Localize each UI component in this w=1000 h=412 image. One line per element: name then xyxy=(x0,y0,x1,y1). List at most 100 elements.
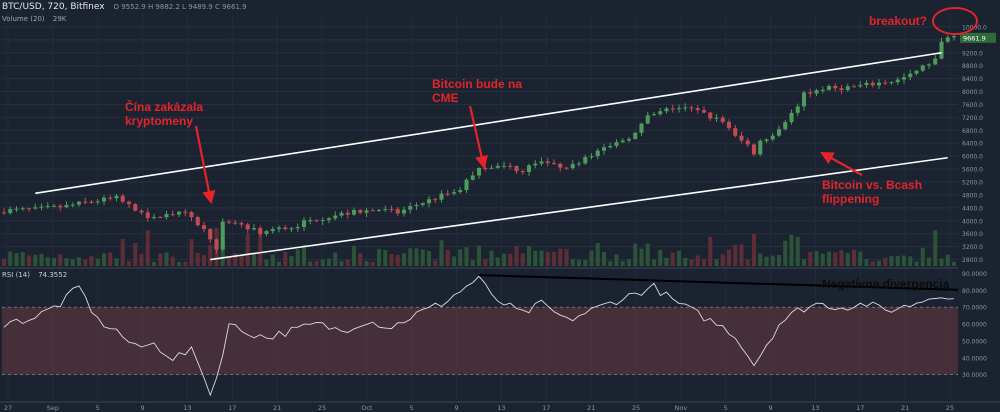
volume-bar xyxy=(64,258,69,266)
candlesticks xyxy=(1,32,957,254)
volume-bar xyxy=(326,258,332,266)
candle-body xyxy=(258,227,263,234)
volume-bar xyxy=(445,249,450,266)
volume-bar xyxy=(151,261,157,266)
candle-body xyxy=(295,227,300,229)
candle-body xyxy=(51,205,57,207)
candle-body xyxy=(195,217,200,226)
price-tick-label: 8400.0 xyxy=(962,76,983,83)
candle-body xyxy=(770,135,775,140)
volume-bar xyxy=(495,257,500,266)
candle-body xyxy=(139,210,144,213)
candle-body xyxy=(545,161,550,164)
time-tick-label: 25 xyxy=(632,404,640,412)
candle-body xyxy=(914,70,919,74)
volume-bar xyxy=(189,239,194,266)
candle-body xyxy=(689,107,694,109)
candle-body xyxy=(470,175,475,180)
candle-body xyxy=(620,140,625,143)
candle-body xyxy=(383,209,388,211)
candle-body xyxy=(483,167,488,169)
volume-bar xyxy=(839,250,844,266)
volume-bar xyxy=(851,249,857,266)
price-tick-label: 2800.0 xyxy=(962,257,983,264)
price-tick-label: 6800.0 xyxy=(962,128,983,135)
candle-body xyxy=(683,107,688,109)
volume-bar xyxy=(58,254,63,266)
volume-bar xyxy=(420,249,425,266)
rsi-name: RSI (14) xyxy=(2,271,30,279)
volume-bar xyxy=(714,259,719,266)
candle-body xyxy=(639,123,644,133)
rsi-line xyxy=(3,275,955,397)
volume-bar xyxy=(14,253,19,266)
time-tick-label: 17 xyxy=(542,404,550,412)
candle-body xyxy=(889,82,894,84)
candle-body xyxy=(858,85,863,87)
candle-body xyxy=(389,209,394,211)
volume-bars xyxy=(1,228,957,266)
time-tick-label: 5 xyxy=(410,404,414,412)
divergence-label: Negatívna divergencia xyxy=(822,277,950,291)
symbol-label[interactable]: BTC/USD, 720, Bitfinex xyxy=(2,2,105,12)
time-tick-label: Sep xyxy=(47,404,59,412)
candle-body xyxy=(264,231,269,234)
candle-body xyxy=(745,140,750,145)
volume-bar xyxy=(483,259,488,266)
candle-body xyxy=(414,204,419,207)
candle-body xyxy=(226,221,232,223)
candle-body xyxy=(951,36,957,38)
volume-bar xyxy=(883,257,888,266)
volume-bar xyxy=(395,255,400,266)
volume-bar xyxy=(458,249,463,266)
time-tick-label: 17 xyxy=(228,404,236,412)
volume-bar xyxy=(583,260,588,266)
candle-body xyxy=(314,220,319,222)
time-tick-label: 25 xyxy=(946,404,954,412)
candle-body xyxy=(270,229,275,232)
volume-bar xyxy=(826,251,832,266)
candle-body xyxy=(908,73,913,78)
candle-body xyxy=(39,206,44,208)
candle-body xyxy=(95,201,100,203)
ohlc-values: O 9552.9 H 9882.2 L 9489.9 C 9661.9 xyxy=(113,3,247,11)
price-tick-label: 3200.0 xyxy=(962,244,983,251)
volume-bar xyxy=(895,255,900,266)
candle-body xyxy=(514,166,519,172)
candle-body xyxy=(276,227,282,230)
rsi-tick-label: 40.0000 xyxy=(962,355,987,362)
volume-bar xyxy=(339,261,344,266)
volume-bar xyxy=(270,254,275,266)
volume-bar xyxy=(145,230,150,266)
cme-line-2: CME xyxy=(432,91,459,105)
candle-body xyxy=(14,208,19,210)
bcash-arrow xyxy=(820,151,863,176)
volume-bar xyxy=(520,253,525,266)
volume-bar xyxy=(633,243,638,266)
candle-body xyxy=(239,223,244,225)
candle-body xyxy=(189,212,194,218)
volume-bar xyxy=(945,254,950,266)
volume-bar xyxy=(401,253,407,266)
volume-bar xyxy=(651,259,657,266)
time-tick-label: Nov xyxy=(675,404,688,412)
volume-value: 29K xyxy=(52,15,67,23)
volume-bar xyxy=(595,243,600,266)
cme-annotation: Bitcoin bude na CME xyxy=(432,77,522,105)
candle-body xyxy=(651,114,657,116)
candle-body xyxy=(614,142,619,146)
bcash-annotation: Bitcoin vs. Bcash flippening xyxy=(822,178,922,206)
volume-bar xyxy=(739,244,744,266)
time-tick-label: Oct xyxy=(361,404,373,412)
volume-bar xyxy=(383,250,388,266)
candle-body xyxy=(883,82,888,84)
candle-body xyxy=(539,161,544,164)
volume-bar xyxy=(39,253,44,266)
volume-bar xyxy=(814,251,819,266)
candle-body xyxy=(526,165,532,172)
rsi-value: 74.3552 xyxy=(38,271,68,279)
volume-bar xyxy=(251,252,257,266)
rsi-tick-label: 80.0000 xyxy=(962,288,987,295)
volume-bar xyxy=(45,257,50,266)
